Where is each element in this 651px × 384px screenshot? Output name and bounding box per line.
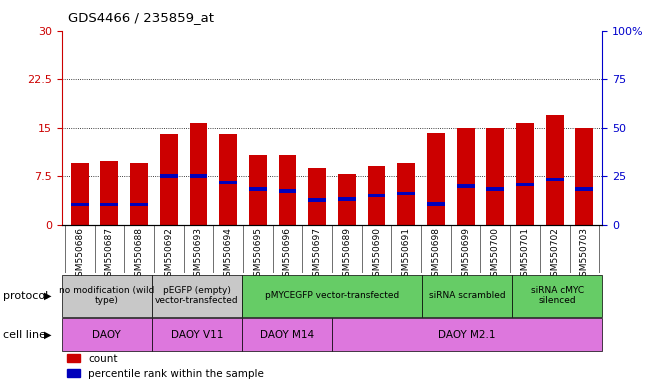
Bar [71,163,89,225]
Bar [332,318,602,351]
Text: GSM550690: GSM550690 [372,227,381,282]
Bar [368,194,385,197]
Text: DAOY: DAOY [92,329,121,340]
Text: GSM550696: GSM550696 [283,227,292,282]
Text: GSM550693: GSM550693 [194,227,203,282]
Bar [249,155,267,225]
Bar [427,202,445,206]
Text: DAOY M2.1: DAOY M2.1 [438,329,496,340]
Bar [71,203,89,206]
Bar [397,192,415,195]
Bar [100,203,118,206]
Text: pMYCEGFP vector-transfected: pMYCEGFP vector-transfected [265,291,399,300]
Bar [512,275,602,317]
Text: GSM550699: GSM550699 [461,227,470,282]
Bar [279,189,296,193]
Text: ▶: ▶ [44,291,52,301]
Text: GSM550686: GSM550686 [75,227,84,282]
Bar [219,134,237,225]
Bar [457,128,475,225]
Bar [130,163,148,225]
Text: GSM550691: GSM550691 [402,227,411,282]
Bar [575,187,593,191]
Text: GSM550697: GSM550697 [312,227,322,282]
Bar [338,197,355,200]
Text: GSM550692: GSM550692 [164,227,173,282]
Bar [486,128,505,225]
Text: protocol: protocol [3,291,49,301]
Bar [309,198,326,202]
Bar [575,128,593,225]
Bar [249,187,267,191]
Text: siRNA scrambled: siRNA scrambled [429,291,505,300]
Bar [546,115,564,225]
Text: DAOY M14: DAOY M14 [260,329,314,340]
Legend: count, percentile rank within the sample: count, percentile rank within the sample [67,354,264,379]
Bar [397,163,415,225]
Bar [427,133,445,225]
Bar [486,187,505,191]
Text: no modification (wild
type): no modification (wild type) [59,286,154,305]
Bar [159,174,178,178]
Text: GSM550702: GSM550702 [550,227,559,282]
Text: GSM550689: GSM550689 [342,227,352,282]
Bar [368,167,385,225]
Bar [457,184,475,188]
Text: GSM550701: GSM550701 [521,227,529,282]
Text: DAOY V11: DAOY V11 [171,329,223,340]
Bar [130,203,148,206]
Bar [159,134,178,225]
Bar [152,318,242,351]
Bar [242,318,332,351]
Bar [546,178,564,181]
Bar [152,275,242,317]
Bar [189,122,207,225]
Bar [516,183,534,186]
Text: ▶: ▶ [44,329,52,340]
Bar [62,318,152,351]
Text: pEGFP (empty)
vector-transfected: pEGFP (empty) vector-transfected [155,286,239,305]
Text: GSM550700: GSM550700 [491,227,500,282]
Bar [242,275,422,317]
Bar [279,155,296,225]
Bar [62,275,152,317]
Text: GDS4466 / 235859_at: GDS4466 / 235859_at [68,12,214,25]
Text: GSM550703: GSM550703 [580,227,589,282]
Text: GSM550695: GSM550695 [253,227,262,282]
Bar [422,275,512,317]
Bar [309,168,326,225]
Bar [100,161,118,225]
Text: siRNA cMYC
silenced: siRNA cMYC silenced [531,286,584,305]
Text: cell line: cell line [3,329,46,340]
Bar [219,181,237,184]
Text: GSM550688: GSM550688 [135,227,143,282]
Text: GSM550698: GSM550698 [432,227,441,282]
Bar [338,174,355,225]
Bar [189,174,207,178]
Bar [516,122,534,225]
Text: GSM550694: GSM550694 [223,227,232,282]
Text: GSM550687: GSM550687 [105,227,114,282]
